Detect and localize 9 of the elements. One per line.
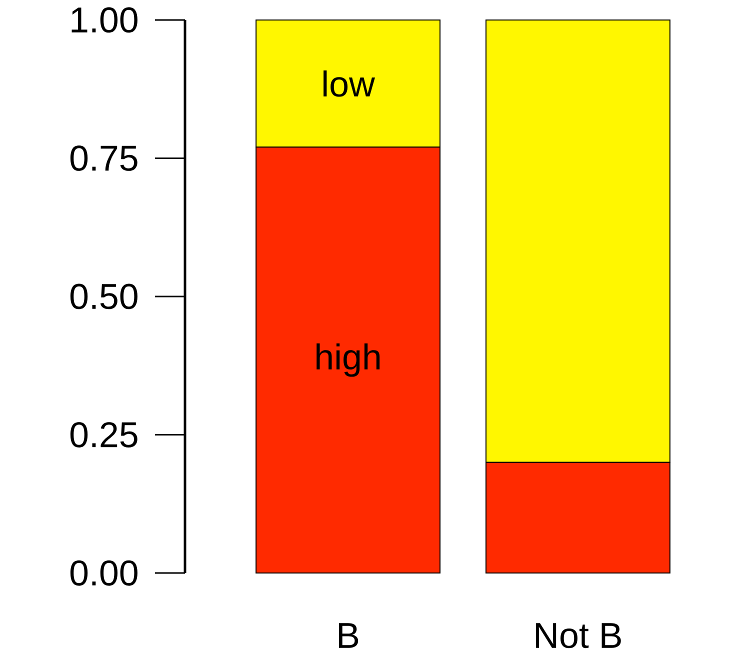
x-tick-label: Not B [536, 623, 621, 648]
series-label: low [324, 70, 376, 97]
y-tick-label: 0.75 [70, 146, 138, 171]
x-tick-label: B [339, 623, 358, 648]
y-tick-label: 0.00 [70, 560, 138, 586]
series-label: high [316, 343, 380, 377]
y-tick-label: 0.50 [70, 284, 138, 310]
y-tick-label: 1.00 [72, 7, 138, 33]
y-tick-label: 0.25 [70, 422, 138, 448]
